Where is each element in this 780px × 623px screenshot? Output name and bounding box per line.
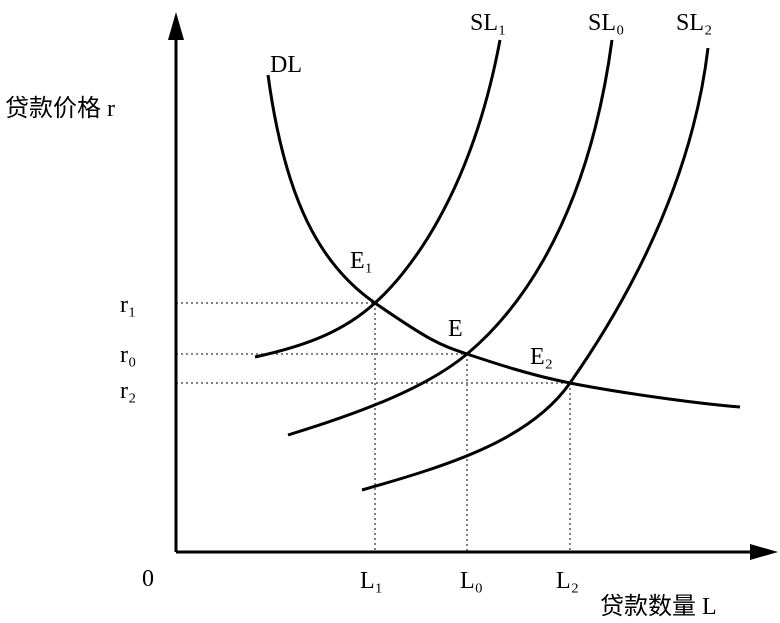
origin-label: 0 (142, 566, 154, 592)
y-arrow (168, 12, 184, 40)
curve-label: SL₀ (588, 10, 624, 36)
supply-curve (254, 39, 502, 359)
y-tick-label: r₁ (120, 292, 136, 318)
point-label: E (448, 316, 463, 342)
y-tick-label: r₂ (120, 378, 136, 404)
point-label: E₂ (530, 344, 553, 370)
x-tick-label: L₀ (460, 568, 483, 594)
x-axis-label: 贷款数量 L (600, 593, 717, 620)
y-tick-label: r₀ (120, 342, 136, 368)
curve-label: SL₂ (676, 10, 712, 36)
x-tick-label: L₁ (360, 568, 383, 594)
demand-curve (266, 74, 741, 409)
curve-label: DL (270, 52, 302, 78)
supply-curve (361, 47, 710, 492)
point-label: E₁ (350, 248, 373, 274)
y-axis-label: 贷款价格 r (5, 95, 115, 122)
supply-curve (287, 39, 614, 437)
x-tick-label: L₂ (556, 568, 579, 594)
x-arrow (750, 544, 778, 560)
curve-label: SL₁ (470, 10, 506, 36)
